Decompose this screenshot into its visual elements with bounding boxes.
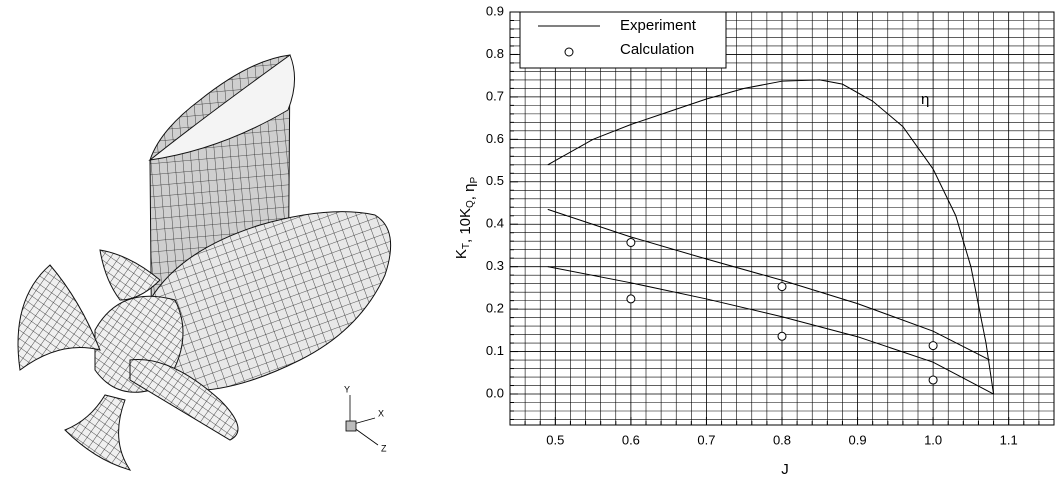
axis-triad: Y X Z [344, 384, 387, 453]
triad-label: Z [381, 443, 387, 453]
y-tick-label: 0.7 [486, 88, 504, 103]
x-tick-label: 0.5 [546, 432, 564, 447]
blade [129, 359, 239, 441]
point [777, 331, 787, 341]
x-tick-label: 0.9 [849, 432, 867, 447]
legend-label: Calculation [620, 41, 694, 58]
y-label-part: , 10K [457, 208, 474, 243]
y-tick-label: 0.2 [486, 301, 504, 316]
y-tick-label: 0.4 [486, 216, 504, 231]
y-tick-label: 0.5 [486, 173, 504, 188]
y-tick-label: 0.8 [486, 46, 504, 61]
legend-box [519, 11, 727, 69]
x-tick-label: 0.8 [773, 432, 791, 447]
y-tick-label: 0.1 [486, 343, 504, 358]
point [777, 282, 787, 292]
legend-marker [564, 47, 574, 57]
blade [99, 249, 161, 301]
triad-cube [345, 420, 357, 432]
y-tick-label: 0.0 [486, 385, 504, 400]
x-tick-label: 0.7 [697, 432, 715, 447]
blade [17, 264, 101, 371]
triad-label: X [378, 408, 384, 418]
y-tick-label: 0.3 [486, 258, 504, 273]
y-label-part: , η [461, 184, 478, 201]
blade [64, 394, 132, 471]
plot: 0.5 0.6 0.7 0.8 0.9 1.0 1.1 0.0 0.1 0.2 0.3 0.4 0.5 0… [486, 3, 1055, 447]
y-label-part: K [453, 249, 470, 259]
point [626, 294, 636, 304]
line-series [547, 79, 995, 395]
triad-label: Y [344, 384, 350, 394]
y-tick-label: 0.9 [486, 3, 504, 18]
point [928, 375, 938, 385]
propeller-model [17, 54, 392, 471]
x-tick-label: 0.6 [622, 432, 640, 447]
x-tick-label: 1.1 [1000, 432, 1018, 447]
point [626, 237, 636, 247]
strut-top [148, 54, 295, 161]
y-label-sub: P [469, 177, 480, 184]
x-axis-label: J [781, 461, 789, 478]
point [928, 341, 938, 351]
annotation: η [921, 91, 929, 108]
y-label-sub: Q [465, 200, 476, 208]
legend-label: Experiment [620, 17, 697, 34]
x-tick-label: 1.0 [924, 432, 942, 447]
y-axis-label: KT, 10KQ, ηP [453, 177, 480, 260]
y-label-sub: T [461, 243, 472, 249]
y-tick-label: 0.6 [486, 131, 504, 146]
